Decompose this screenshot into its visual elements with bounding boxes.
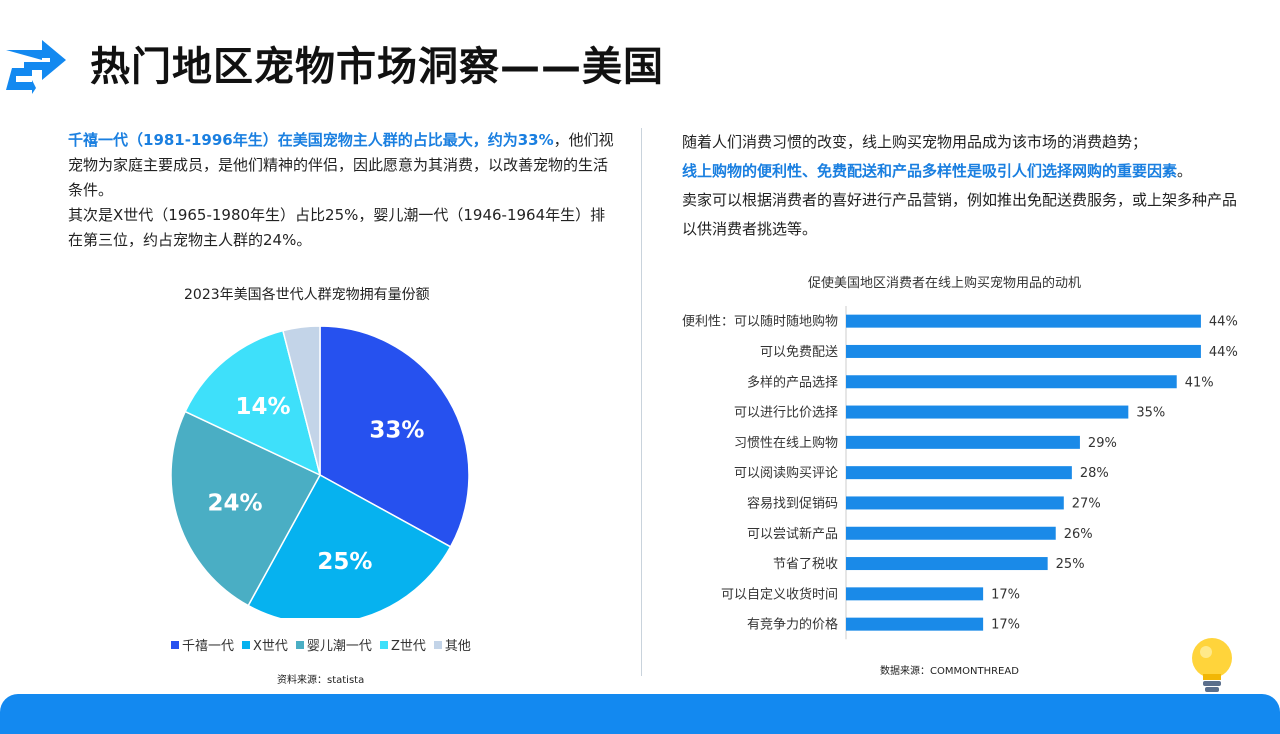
legend-label: 千禧一代 bbox=[182, 639, 235, 654]
right-highlight: 线上购物的便利性、免费配送和产品多样性是吸引人们选择网购的重要因素 bbox=[682, 162, 1178, 180]
bar-value-label: 26% bbox=[1064, 527, 1093, 542]
legend-label: X世代 bbox=[253, 639, 288, 654]
column-divider bbox=[641, 128, 642, 676]
bar-category-label: 可以尝试新产品 bbox=[747, 526, 838, 542]
bar-value-label: 28% bbox=[1080, 466, 1109, 481]
bar-category-label: 多样的产品选择 bbox=[747, 374, 838, 390]
bar-value-label: 44% bbox=[1209, 315, 1238, 330]
pie-chart: 33% 25% 24% 14% bbox=[170, 325, 470, 618]
bar-source-note: 数据来源：COMMONTHREAD bbox=[880, 666, 1019, 677]
bar-category-label: 有竞争力的价格 bbox=[747, 617, 838, 633]
legend-swatch bbox=[295, 640, 304, 649]
pie-source-note: 资料来源：statista bbox=[277, 675, 365, 686]
right-line3: 卖家可以根据消费者的喜好进行产品营销，例如推出免配送费服务，或上架多种产品以供消… bbox=[682, 191, 1238, 238]
bar-value-label: 41% bbox=[1185, 375, 1214, 390]
left-highlight: 千禧一代（1981-1996年生）在美国宠物主人群的占比最大，约为33% bbox=[68, 131, 554, 149]
bar-8 bbox=[846, 557, 1048, 571]
legend-swatch bbox=[171, 640, 179, 649]
bar-1 bbox=[846, 344, 1201, 358]
right-line1: 随着人们消费习惯的改变，线上购买宠物用品成为该市场的消费趋势； bbox=[682, 133, 1148, 151]
legend-swatch bbox=[379, 640, 388, 649]
bar-2 bbox=[846, 375, 1177, 389]
pie-legend-item-0: 千禧一代 bbox=[171, 635, 234, 654]
pie-legend-item-4: 其他 bbox=[433, 635, 471, 654]
pie-chart-title: 2023年美国各世代人群宠物拥有量份额 bbox=[184, 287, 430, 303]
legend-label: 婴儿潮一代 bbox=[306, 639, 372, 654]
legend-label: Z世代 bbox=[390, 639, 426, 654]
bar-0 bbox=[846, 314, 1201, 328]
right-highlight-end: 。 bbox=[1177, 162, 1193, 180]
bar-category-label: 节省了税收 bbox=[773, 557, 838, 572]
bar-value-label: 17% bbox=[991, 587, 1020, 602]
bar-category-label: 可以自定义收货时间 bbox=[721, 586, 838, 602]
pie-legend-item-3: Z世代 bbox=[379, 635, 426, 654]
legend-swatch bbox=[242, 640, 251, 649]
bar-category-label: 可以免费配送 bbox=[760, 345, 838, 360]
bar-7 bbox=[846, 526, 1056, 540]
lightbulb-icon bbox=[1192, 638, 1232, 692]
page-title: 热门地区宠物市场洞察——美国 bbox=[90, 44, 664, 90]
left-description: 千禧一代（1981-1996年生）在美国宠物主人群的占比最大，约为33%，他们视… bbox=[68, 128, 616, 253]
pie-slice-0 bbox=[319, 325, 470, 548]
bar-chart: 便利性：可以随时随地购物 44% 可以免费配送 44% 多样的产品选择 41% 可以进行比价… bbox=[682, 306, 1238, 640]
bar-value-label: 29% bbox=[1088, 436, 1117, 451]
bar-4 bbox=[846, 435, 1080, 449]
bar-value-label: 25% bbox=[1056, 557, 1085, 572]
bar-9 bbox=[846, 587, 984, 601]
bar-6 bbox=[846, 496, 1064, 510]
pie-label-3: 14% bbox=[235, 394, 290, 420]
pie-label-0: 33% bbox=[369, 417, 424, 443]
pie-slice-4 bbox=[282, 325, 321, 476]
bar-3 bbox=[846, 405, 1129, 419]
bar-category-label: 可以进行比价选择 bbox=[734, 406, 838, 421]
pie-legend-item-2: 婴儿潮一代 bbox=[295, 635, 372, 654]
bar-value-label: 44% bbox=[1209, 345, 1238, 360]
arrows-logo-icon bbox=[6, 40, 66, 94]
pie-label-2: 24% bbox=[207, 491, 262, 517]
bar-value-label: 27% bbox=[1072, 496, 1101, 511]
pie-legend: 千禧一代 X世代 婴儿潮一代 Z世代 其他 bbox=[171, 635, 471, 654]
bar-chart-title: 促使美国地区消费者在线上购买宠物用品的动机 bbox=[808, 276, 1082, 291]
bar-category-label: 可以阅读购买评论 bbox=[734, 465, 838, 481]
left-line1: ，他们视宠物为家庭主要成员，是他们精神的伴侣，因此愿意为其消费，以改善宠物的生活… bbox=[68, 131, 614, 199]
pie-label-1: 25% bbox=[317, 549, 372, 575]
pie-slice-3 bbox=[184, 329, 322, 477]
bar-5 bbox=[846, 466, 1072, 480]
bar-value-label: 35% bbox=[1136, 406, 1165, 421]
bar-category-label: 习惯性在线上购物 bbox=[734, 435, 838, 451]
bar-category-label: 便利性：可以随时随地购物 bbox=[682, 314, 838, 330]
bar-category-label: 容易找到促销码 bbox=[747, 495, 838, 511]
bar-10 bbox=[846, 617, 984, 631]
pie-legend-item-1: X世代 bbox=[242, 635, 288, 654]
pie-slice-2 bbox=[170, 410, 322, 607]
bar-value-label: 17% bbox=[991, 618, 1020, 633]
legend-swatch bbox=[433, 640, 442, 649]
legend-label: 其他 bbox=[444, 639, 471, 654]
footer-bar bbox=[0, 694, 1280, 734]
left-line2: 其次是X世代（1965-1980年生）占比25%，婴儿潮一代（1946-1964… bbox=[68, 206, 606, 249]
right-description: 随着人们消费习惯的改变，线上购买宠物用品成为该市场的消费趋势； 线上购物的便利性… bbox=[682, 128, 1242, 244]
pie-slice-1 bbox=[247, 473, 452, 618]
